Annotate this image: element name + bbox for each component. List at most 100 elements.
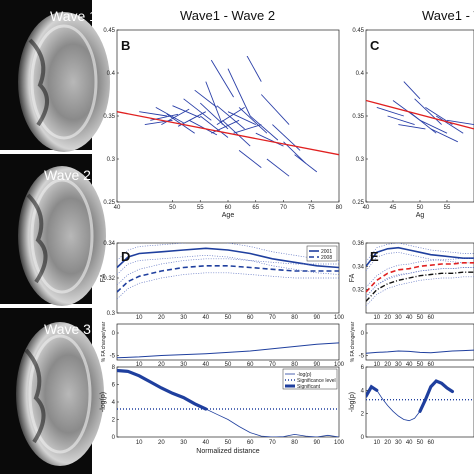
x-tick-label: 60 bbox=[427, 362, 434, 368]
data-segment bbox=[233, 124, 262, 134]
ci-band-upper bbox=[117, 243, 339, 261]
x-tick-label: 80 bbox=[336, 205, 343, 211]
data-segment bbox=[403, 81, 421, 100]
data-segment bbox=[255, 132, 284, 147]
x-tick-label: 70 bbox=[269, 440, 276, 446]
data-segment bbox=[414, 98, 442, 125]
x-axis-label: Ag bbox=[416, 212, 425, 219]
y-tick-label: 0 bbox=[112, 331, 116, 337]
y-tick-label: 2 bbox=[112, 418, 116, 424]
y-tick-label: 0.3 bbox=[107, 157, 116, 163]
data-segment bbox=[210, 59, 234, 98]
chart-c: 40 45 50 55 0.45 0.4 0.35 0.3 0.25 Ag bbox=[352, 28, 474, 219]
data-segment bbox=[216, 107, 245, 125]
data-segment bbox=[199, 102, 229, 130]
mri-wave-label: Wave 3 bbox=[44, 321, 91, 337]
y-axis-label: FA bbox=[100, 273, 107, 282]
x-tick-label: 40 bbox=[406, 315, 413, 321]
data-segment bbox=[238, 150, 262, 168]
data-segment bbox=[216, 105, 245, 130]
x-tick-label: 40 bbox=[202, 440, 209, 446]
panel-e-label: E bbox=[370, 249, 379, 264]
x-tick-label: 90 bbox=[313, 362, 320, 368]
x-tick-label: 10 bbox=[136, 315, 143, 321]
y-tick-label: 4 bbox=[112, 400, 116, 406]
panel-c-label: C bbox=[370, 38, 380, 53]
x-tick-label: 60 bbox=[247, 440, 254, 446]
y-tick-label: 0.25 bbox=[103, 200, 115, 206]
chart-d: 0.34 0.32 0.3 10 20 30 40 50 60 70 80 90 100 FA 200120… bbox=[100, 241, 345, 321]
y-tick-label: 0.4 bbox=[356, 71, 365, 77]
x-tick-label: 30 bbox=[395, 440, 402, 446]
significant-segment bbox=[366, 384, 379, 398]
axes-frame bbox=[116, 323, 340, 361]
panel-d-label: D bbox=[121, 249, 130, 264]
x-tick-label: 20 bbox=[158, 315, 165, 321]
x-axis-label: Normalized distance bbox=[196, 448, 260, 455]
legend-entry: 2008 bbox=[321, 255, 332, 261]
x-tick-label: 60 bbox=[427, 315, 434, 321]
data-segment bbox=[266, 158, 290, 177]
trend-line bbox=[117, 111, 339, 156]
data-segment bbox=[200, 115, 229, 138]
x-tick-label: 10 bbox=[373, 440, 380, 446]
y-tick-label: 6 bbox=[112, 383, 116, 389]
chart-d-rate: 0 -5 10 20 30 40 50 60 70 80 90 100 % FA change/year bbox=[101, 321, 345, 368]
x-tick-label: 50 bbox=[417, 440, 424, 446]
y-tick-label: 0 bbox=[361, 435, 365, 441]
mri-panel-3: Wave 3 bbox=[0, 308, 104, 474]
chart-e: 0.36 0.34 0.32 10 20 30 40 50 60 FA bbox=[349, 241, 474, 321]
x-tick-label: 40 bbox=[202, 362, 209, 368]
y-tick-label: 0.4 bbox=[107, 71, 116, 77]
x-tick-label: 50 bbox=[417, 362, 424, 368]
legend-entry: 2001 bbox=[321, 249, 332, 255]
neg-log-p-line bbox=[366, 380, 453, 422]
data-segment bbox=[446, 119, 474, 126]
y-tick-label: 0.25 bbox=[352, 200, 364, 206]
x-tick-label: 20 bbox=[384, 315, 391, 321]
x-tick-label: 45 bbox=[390, 205, 397, 211]
y-axis-label: -log(p) bbox=[349, 392, 356, 412]
data-segment bbox=[398, 124, 426, 130]
trend-line bbox=[366, 99, 474, 130]
x-tick-label: 55 bbox=[444, 205, 451, 211]
data-segment bbox=[183, 98, 212, 121]
x-tick-label: 30 bbox=[180, 440, 187, 446]
data-segment bbox=[435, 115, 464, 134]
axes-frame bbox=[116, 29, 340, 203]
axes-frame bbox=[365, 323, 474, 361]
y-tick-label: 0.3 bbox=[107, 311, 116, 317]
y-tick-label: 0.45 bbox=[352, 28, 364, 34]
y-tick-label: 0.3 bbox=[356, 157, 365, 163]
series-line bbox=[117, 265, 339, 293]
x-tick-label: 20 bbox=[158, 362, 165, 368]
chart-e-rate: 0 -5 10 20 30 40 50 60 % FA change/year bbox=[350, 321, 474, 368]
x-tick-label: 65 bbox=[252, 205, 259, 211]
mri-wave-label: Wave 2 bbox=[44, 167, 91, 183]
y-tick-label: 8 bbox=[112, 365, 116, 371]
legend-entry: Significant bbox=[297, 384, 321, 390]
axes-frame bbox=[365, 29, 474, 203]
x-tick-label: 30 bbox=[395, 362, 402, 368]
y-tick-label: -5 bbox=[110, 354, 116, 360]
data-segment bbox=[205, 81, 223, 125]
x-tick-label: 30 bbox=[395, 315, 402, 321]
x-tick-label: 20 bbox=[384, 362, 391, 368]
x-tick-label: 80 bbox=[291, 440, 298, 446]
ci-band-lower bbox=[117, 254, 339, 275]
x-tick-label: 20 bbox=[158, 440, 165, 446]
x-tick-label: 80 bbox=[291, 315, 298, 321]
x-axis-label: Age bbox=[222, 212, 235, 219]
ci-band-lower bbox=[117, 272, 339, 300]
y-tick-label: 0.35 bbox=[103, 114, 115, 120]
x-tick-label: 40 bbox=[406, 362, 413, 368]
rate-line bbox=[366, 349, 474, 354]
mri-panel-1: Wave 1 bbox=[0, 0, 110, 152]
x-tick-label: 50 bbox=[417, 205, 424, 211]
significant-segment bbox=[418, 379, 454, 413]
y-tick-label: 0 bbox=[112, 435, 116, 441]
x-tick-label: 70 bbox=[269, 315, 276, 321]
x-tick-label: 40 bbox=[363, 205, 370, 211]
